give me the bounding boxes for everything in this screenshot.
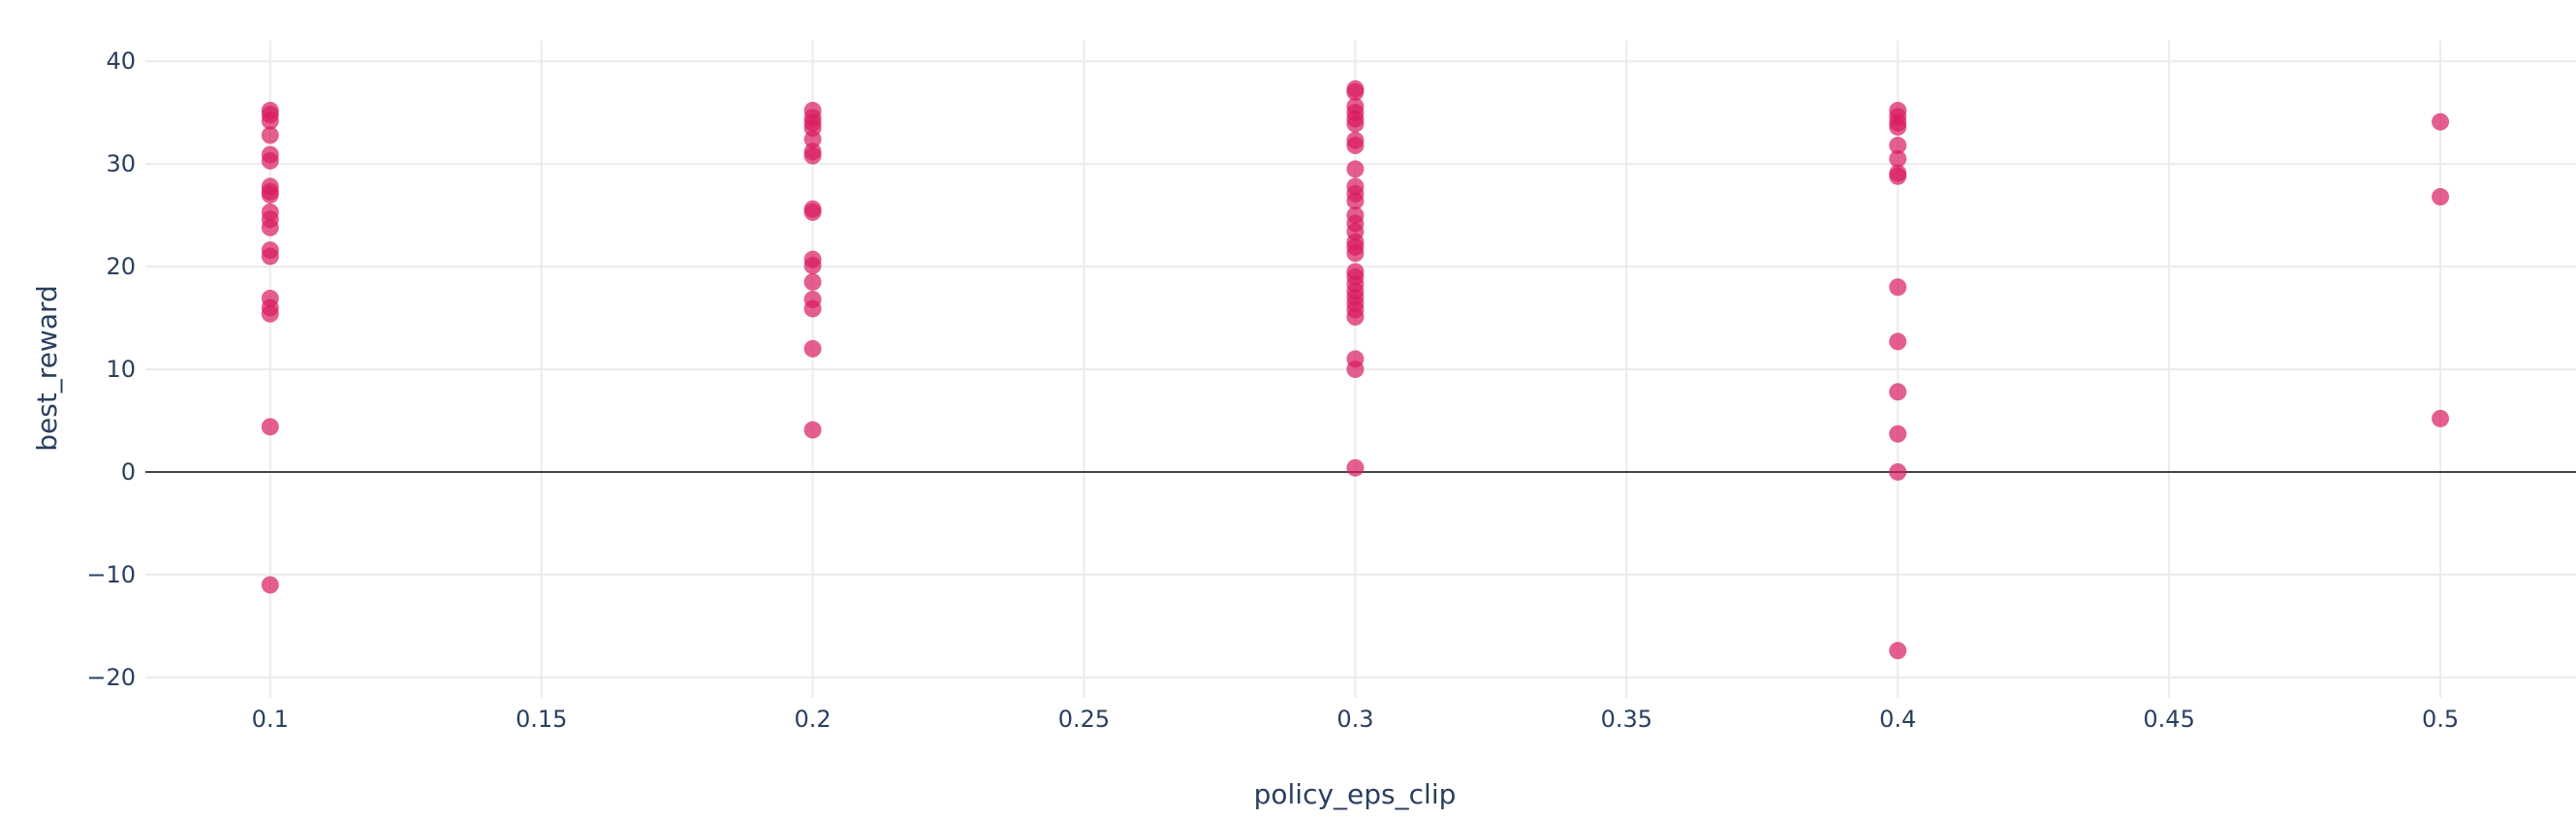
y-tick-label: −10 bbox=[86, 561, 136, 588]
x-tick-label: 0.45 bbox=[2143, 706, 2194, 733]
scatter-points bbox=[261, 79, 2450, 660]
x-tick-label: 0.2 bbox=[794, 706, 831, 733]
x-tick-label: 0.3 bbox=[1336, 706, 1373, 733]
scatter-point bbox=[803, 146, 822, 165]
y-tick-label: 0 bbox=[121, 458, 136, 486]
y-tick-label: 40 bbox=[106, 47, 136, 75]
scatter-point bbox=[261, 247, 279, 266]
scatter-point bbox=[1346, 458, 1365, 477]
scatter-point bbox=[1346, 361, 1365, 378]
x-tick-label: 0.1 bbox=[252, 706, 289, 733]
scatter-point bbox=[261, 576, 279, 594]
scatter-point bbox=[2432, 188, 2450, 206]
scatter-point bbox=[261, 126, 279, 144]
x-tick-label: 0.4 bbox=[1879, 706, 1916, 733]
scatter-point bbox=[261, 304, 279, 323]
y-tick-labels: −20 −10 0 10 20 30 40 bbox=[86, 47, 136, 691]
scatter-point bbox=[1889, 278, 1907, 297]
scatter-point bbox=[1346, 114, 1365, 133]
scatter-point bbox=[1889, 332, 1907, 351]
scatter-point bbox=[261, 218, 279, 236]
scatter-point bbox=[1889, 167, 1907, 185]
scatter-point bbox=[803, 257, 822, 275]
y-tick-label: −20 bbox=[86, 664, 136, 691]
scatter-point bbox=[1889, 137, 1907, 155]
scatter-point bbox=[261, 111, 279, 130]
scatter-point bbox=[803, 421, 822, 439]
scatter-point bbox=[1889, 117, 1907, 136]
scatter-point bbox=[1346, 307, 1365, 326]
scatter-point bbox=[1889, 425, 1907, 443]
x-tick-label: 0.5 bbox=[2422, 706, 2459, 733]
scatter-point bbox=[1889, 149, 1907, 168]
scatter-point bbox=[261, 185, 279, 204]
scatter-point bbox=[803, 130, 822, 148]
x-tick-labels: 0.1 0.15 0.2 0.25 0.3 0.35 0.4 0.45 0.5 bbox=[252, 706, 2459, 733]
y-tick-label: 10 bbox=[106, 356, 136, 383]
scatter-point bbox=[261, 151, 279, 170]
x-tick-label: 0.15 bbox=[516, 706, 567, 733]
scatter-point bbox=[803, 339, 822, 358]
x-tick-label: 0.25 bbox=[1058, 706, 1110, 733]
y-axis-title: best_reward bbox=[31, 285, 63, 452]
scatter-point bbox=[2432, 409, 2450, 427]
scatter-point bbox=[1346, 244, 1365, 263]
scatter-point bbox=[1889, 383, 1907, 401]
scatter-point bbox=[803, 299, 822, 318]
scatter-point bbox=[261, 418, 279, 436]
scatter-point bbox=[2432, 112, 2450, 131]
y-tick-label: 20 bbox=[106, 253, 136, 280]
scatter-point bbox=[1346, 137, 1365, 155]
scatter-point bbox=[1346, 160, 1365, 178]
x-tick-label: 0.35 bbox=[1601, 706, 1652, 733]
x-axis-title: policy_eps_clip bbox=[1254, 778, 1457, 810]
scatter-point bbox=[1346, 192, 1365, 210]
scatter-point bbox=[803, 272, 822, 291]
scatter-point bbox=[803, 203, 822, 221]
scatter-point bbox=[1346, 82, 1365, 101]
scatter-point bbox=[1889, 642, 1907, 660]
y-tick-label: 30 bbox=[106, 150, 136, 177]
scatter-point bbox=[1889, 462, 1907, 481]
